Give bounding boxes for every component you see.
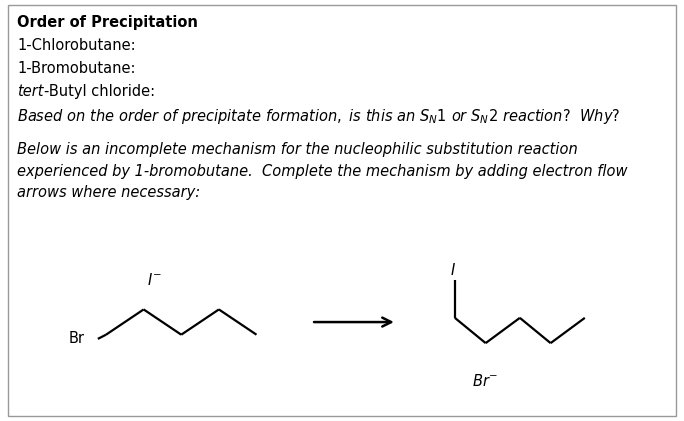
- Text: Order of Precipitation: Order of Precipitation: [17, 15, 198, 30]
- Text: Br: Br: [68, 331, 84, 346]
- Text: $\mathit{Based\ on\ the\ order\ of\ precipitate\ formation,\ is\ this\ an\ S_{N}: $\mathit{Based\ on\ the\ order\ of\ prec…: [17, 107, 620, 126]
- Text: $I^{-}$: $I^{-}$: [147, 272, 162, 288]
- Text: I: I: [451, 263, 455, 278]
- Text: -Butyl chloride:: -Butyl chloride:: [44, 84, 155, 99]
- Text: Below is an incomplete mechanism for the nucleophilic substitution reaction
expe: Below is an incomplete mechanism for the…: [17, 142, 628, 200]
- Text: tert: tert: [17, 84, 44, 99]
- FancyBboxPatch shape: [8, 5, 676, 416]
- Text: 1-Chlorobutane:: 1-Chlorobutane:: [17, 38, 135, 53]
- Text: $Br^{-}$: $Br^{-}$: [472, 373, 499, 389]
- Text: 1-Bromobutane:: 1-Bromobutane:: [17, 61, 135, 76]
